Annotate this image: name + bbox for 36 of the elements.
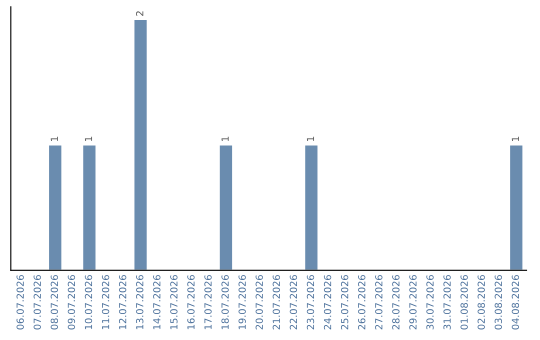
x-tick-label: 09.07.2026	[68, 275, 76, 330]
x-tick-label: 24.07.2026	[324, 275, 332, 330]
x-tick-label: 25.07.2026	[340, 275, 348, 330]
data-label: 2	[136, 11, 144, 16]
data-label: 1	[222, 136, 229, 141]
x-tick-label: 28.07.2026	[392, 275, 400, 330]
data-label: 1	[84, 136, 92, 141]
x-tick-label: 23.07.2026	[306, 275, 314, 330]
x-tick-label: 04.08.2026	[512, 275, 520, 330]
x-tick-label: 21.07.2026	[272, 275, 280, 330]
x-tick-label: 10.07.2026	[84, 275, 92, 330]
x-tick-label: 31.07.2026	[443, 275, 451, 330]
x-tick-label: 17.07.2026	[204, 275, 212, 330]
x-tick-label: 08.07.2026	[50, 275, 58, 330]
x-tick-label: 01.08.2026	[460, 275, 468, 330]
x-tick-label: 03.08.2026	[494, 275, 502, 330]
x-tick-label: 29.07.2026	[409, 275, 417, 330]
x-tick-label: 06.07.2026	[16, 275, 24, 330]
x-tick-label: 11.07.2026	[102, 275, 110, 330]
x-tick-label: 13.07.2026	[136, 275, 144, 330]
x-tick-label: 02.08.2026	[478, 275, 485, 330]
x-tick-label: 26.07.2026	[358, 275, 366, 330]
x-tick-label: 20.07.2026	[256, 275, 263, 330]
x-tick-label: 12.07.2026	[118, 275, 126, 330]
x-tick-label: 07.07.2026	[34, 275, 41, 330]
data-label: 1	[512, 136, 519, 141]
x-tick-label: 19.07.2026	[238, 275, 246, 330]
x-tick-label: 16.07.2026	[187, 275, 195, 330]
x-tick-label: 27.07.2026	[375, 275, 382, 330]
x-tick-label: 30.07.2026	[426, 275, 434, 330]
data-label: 1	[306, 136, 314, 141]
x-tick-label: 18.07.2026	[221, 275, 229, 330]
data-label: 1	[50, 136, 58, 141]
x-tick-label: 22.07.2026	[290, 275, 298, 330]
x-tick-label: 15.07.2026	[170, 275, 178, 330]
x-tick-label: 14.07.2026	[153, 275, 160, 330]
